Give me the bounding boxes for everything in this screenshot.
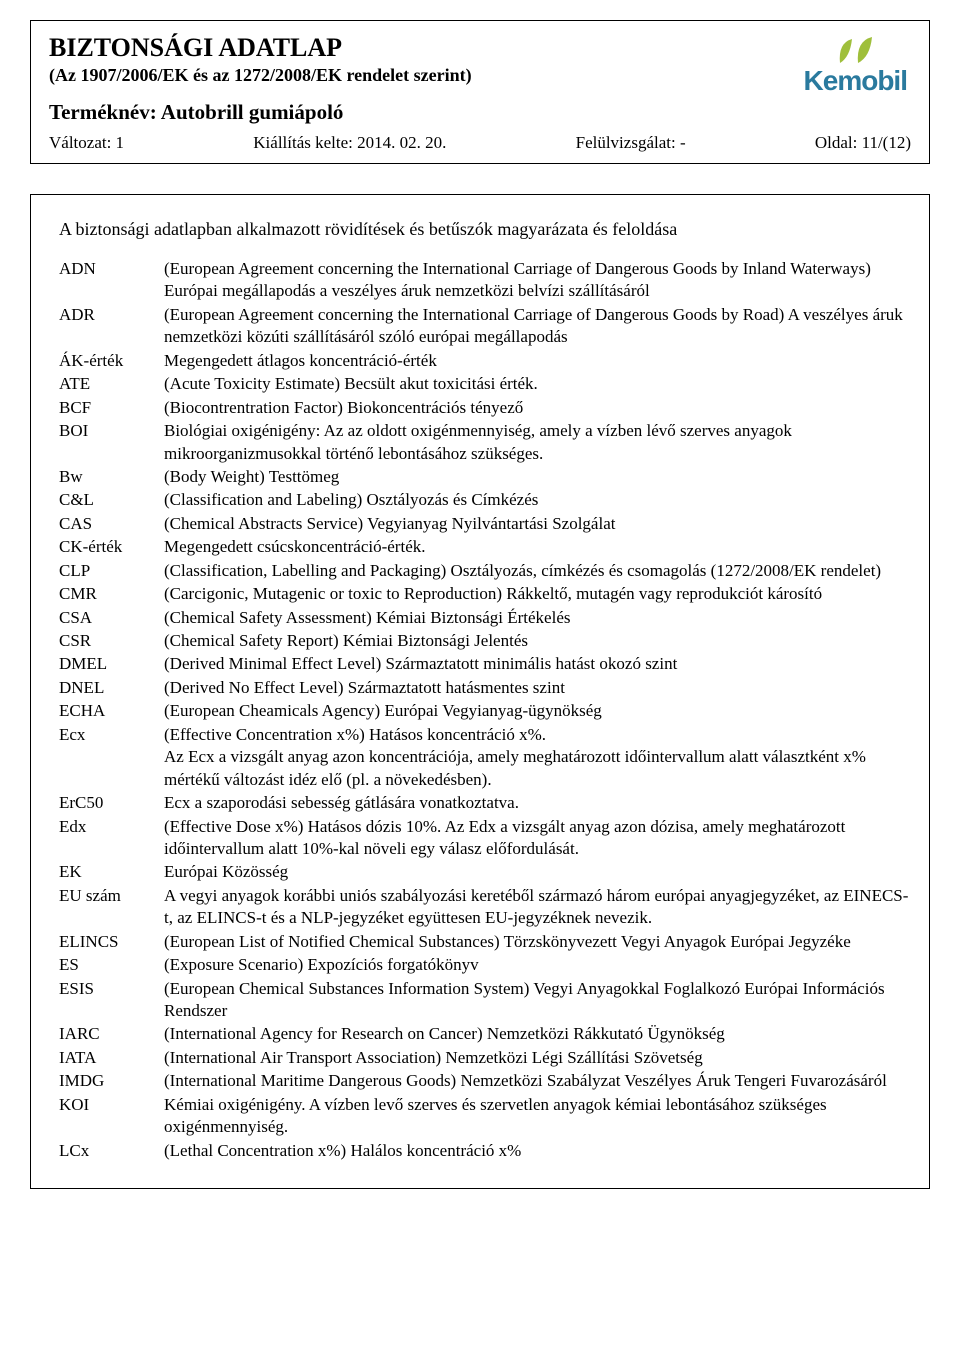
abbr-definition: (Lethal Concentration x%) Halálos koncen… — [164, 1140, 909, 1162]
abbr-term: EK — [59, 861, 164, 883]
abbr-term: ELINCS — [59, 931, 164, 953]
abbr-definition: A vegyi anyagok korábbi uniós szabályozá… — [164, 885, 909, 930]
abbr-term: IATA — [59, 1047, 164, 1069]
abbr-term: ES — [59, 954, 164, 976]
abbr-term: ADR — [59, 304, 164, 349]
revision-label: Felülvizsgálat: - — [576, 133, 686, 153]
abbr-term: IARC — [59, 1023, 164, 1045]
abbr-term: CMR — [59, 583, 164, 605]
abbr-definition: (Derived Minimal Effect Level) Származta… — [164, 653, 909, 675]
doc-subtitle: (Az 1907/2006/EK és az 1272/2008/EK rend… — [49, 65, 804, 86]
abbr-definition: (European List of Notified Chemical Subs… — [164, 931, 909, 953]
brand-logo: Kemobil — [804, 35, 907, 95]
abbr-term: ESIS — [59, 978, 164, 1023]
abbr-term: CSA — [59, 607, 164, 629]
abbr-definition: (Effective Dose x%) Hatásos dózis 10%. A… — [164, 816, 909, 861]
abbr-definition: (Chemical Abstracts Service) Vegyianyag … — [164, 513, 909, 535]
content-heading: A biztonsági adatlapban alkalmazott rövi… — [51, 219, 909, 240]
abbr-term: CLP — [59, 560, 164, 582]
abbr-term: ECHA — [59, 700, 164, 722]
abbr-definition: (International Air Transport Association… — [164, 1047, 909, 1069]
abbreviation-list: ADN(European Agreement concerning the In… — [51, 258, 909, 1162]
abbr-definition: (International Maritime Dangerous Goods)… — [164, 1070, 909, 1092]
abbr-definition: Megengedett átlagos koncentráció-érték — [164, 350, 909, 372]
abbr-definition: (Classification and Labeling) Osztályozá… — [164, 489, 909, 511]
abbr-term: BCF — [59, 397, 164, 419]
abbr-definition: (Chemical Safety Report) Kémiai Biztonsá… — [164, 630, 909, 652]
abbr-term: DNEL — [59, 677, 164, 699]
abbr-definition: (Classification, Labelling and Packaging… — [164, 560, 909, 582]
abbr-definition: Biológiai oxigénigény: Az az oldott oxig… — [164, 420, 909, 465]
abbr-term: BOI — [59, 420, 164, 465]
abbr-definition: Kémiai oxigénigény. A vízben levő szerve… — [164, 1094, 909, 1139]
abbr-definition: Ecx a szaporodási sebesség gátlására von… — [164, 792, 909, 814]
version-label: Változat: 1 — [49, 133, 124, 153]
abbr-definition: (European Chemical Substances Informatio… — [164, 978, 909, 1023]
abbr-definition: (Carcigonic, Mutagenic or toxic to Repro… — [164, 583, 909, 605]
abbr-term: Ecx — [59, 724, 164, 791]
abbr-definition: Megengedett csúcskoncentráció-érték. — [164, 536, 909, 558]
brand-text: Kemobil — [804, 67, 907, 95]
abbr-term: CSR — [59, 630, 164, 652]
leaf-icon — [820, 35, 890, 65]
header-left: BIZTONSÁGI ADATLAP (Az 1907/2006/EK és a… — [49, 33, 804, 133]
header-meta-row: Változat: 1 Kiállítás kelte: 2014. 02. 2… — [49, 133, 911, 153]
abbr-definition: (Chemical Safety Assessment) Kémiai Bizt… — [164, 607, 909, 629]
header-frame: BIZTONSÁGI ADATLAP (Az 1907/2006/EK és a… — [30, 20, 930, 164]
abbr-term: DMEL — [59, 653, 164, 675]
issued-label: Kiállítás kelte: 2014. 02. 20. — [253, 133, 446, 153]
product-name: Terméknév: Autobrill gumiápoló — [49, 100, 804, 125]
abbr-definition: (Biocontrentration Factor) Biokoncentrác… — [164, 397, 909, 419]
content-frame: A biztonsági adatlapban alkalmazott rövi… — [30, 194, 930, 1189]
abbr-term: LCx — [59, 1140, 164, 1162]
abbr-term: Bw — [59, 466, 164, 488]
abbr-definition: (Effective Concentration x%) Hatásos kon… — [164, 724, 909, 791]
header-top-row: BIZTONSÁGI ADATLAP (Az 1907/2006/EK és a… — [49, 33, 911, 133]
doc-title: BIZTONSÁGI ADATLAP — [49, 33, 804, 63]
abbr-definition: (Acute Toxicity Estimate) Becsült akut t… — [164, 373, 909, 395]
abbr-term: ADN — [59, 258, 164, 303]
abbr-term: CK-érték — [59, 536, 164, 558]
abbr-definition: (Derived No Effect Level) Származtatott … — [164, 677, 909, 699]
abbr-definition: (European Agreement concerning the Inter… — [164, 304, 909, 349]
abbr-definition: (Exposure Scenario) Expozíciós forgatókö… — [164, 954, 909, 976]
abbr-definition: (European Agreement concerning the Inter… — [164, 258, 909, 303]
abbr-term: CAS — [59, 513, 164, 535]
abbr-term: ErC50 — [59, 792, 164, 814]
page-label: Oldal: 11/(12) — [815, 133, 911, 153]
abbr-definition: (European Cheamicals Agency) Európai Veg… — [164, 700, 909, 722]
abbr-term: ÁK-érték — [59, 350, 164, 372]
abbr-term: ATE — [59, 373, 164, 395]
abbr-definition: (International Agency for Research on Ca… — [164, 1023, 909, 1045]
abbr-term: EU szám — [59, 885, 164, 930]
abbr-definition: Európai Közösség — [164, 861, 909, 883]
abbr-definition: (Body Weight) Testtömeg — [164, 466, 909, 488]
abbr-term: C&L — [59, 489, 164, 511]
abbr-term: KOI — [59, 1094, 164, 1139]
abbr-term: Edx — [59, 816, 164, 861]
abbr-term: IMDG — [59, 1070, 164, 1092]
